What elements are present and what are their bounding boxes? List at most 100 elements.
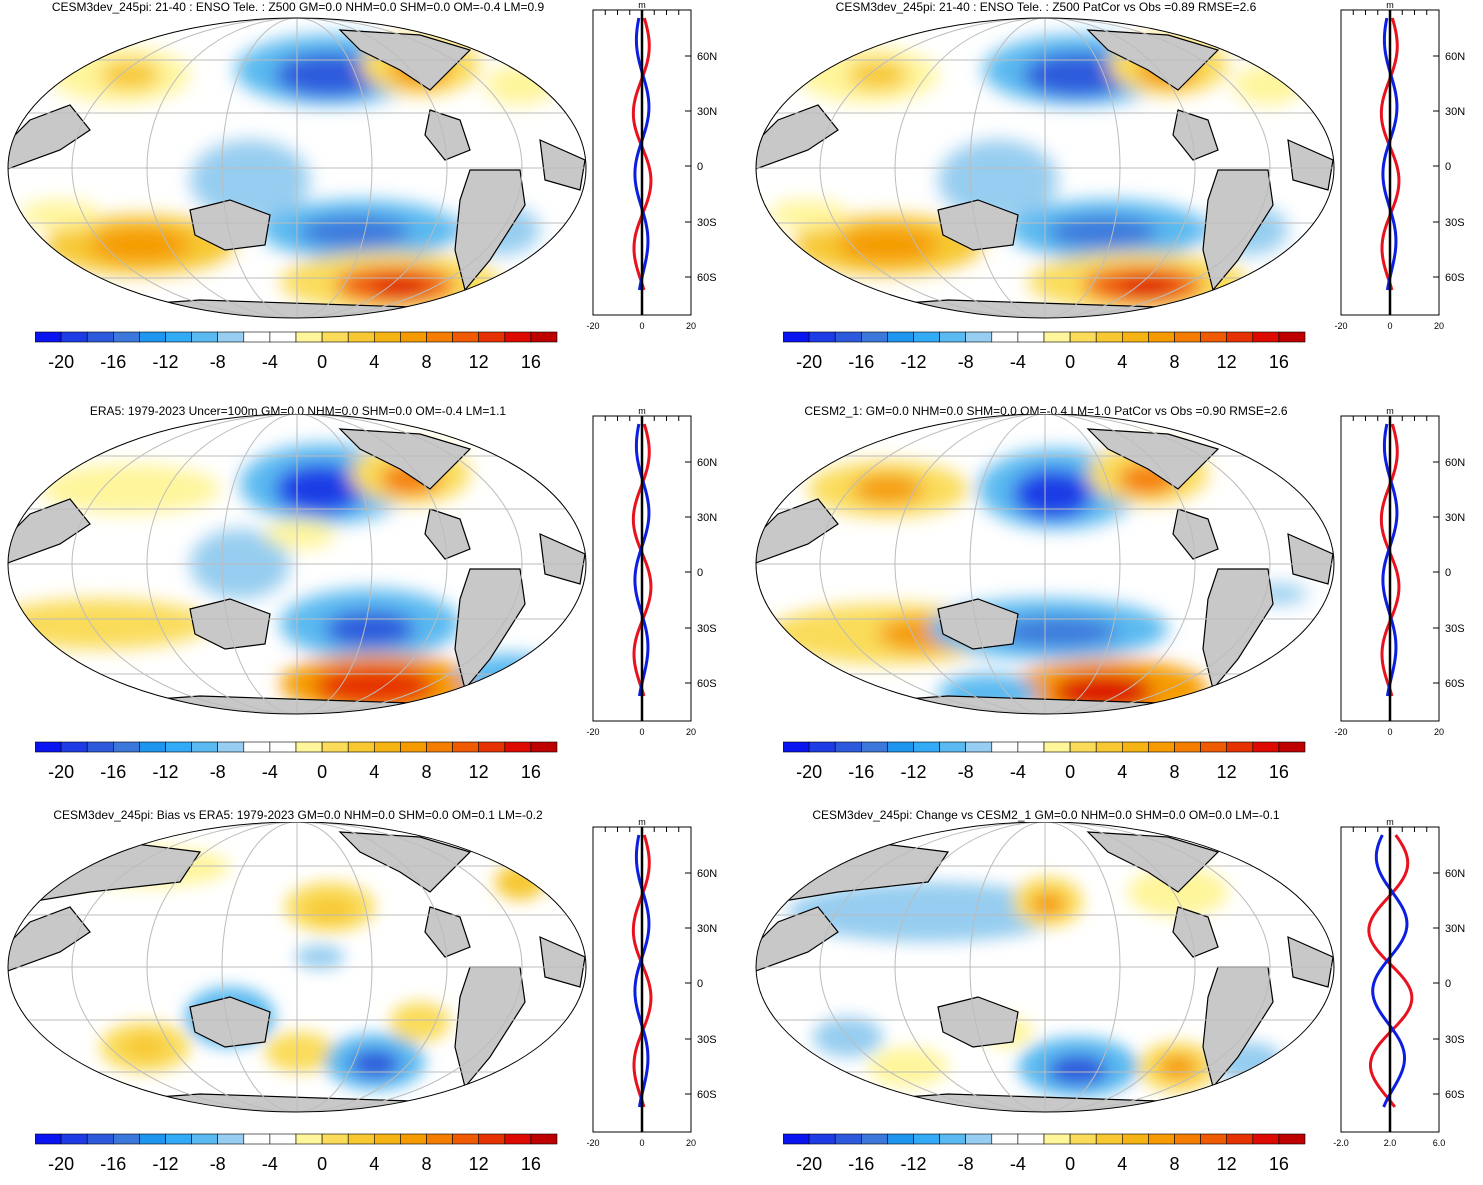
colorbar-swatch: [1148, 331, 1175, 343]
panel-change-vs-cesm2: CESM3dev_245pi: Change vs CESM2_1 GM=0.0…: [748, 792, 1483, 1185]
colorbar: -20-16-12-8-4048121620: [782, 740, 1341, 790]
panel-bias-vs-era5: CESM3dev_245pi: Bias vs ERA5: 1979-2023 …: [0, 792, 741, 1185]
colorbar-swatch: [139, 1133, 166, 1145]
colorbar-tick-label: -20: [796, 1154, 822, 1174]
zonal-x-tick-label: 0: [1387, 321, 1392, 331]
zonal-x-tick-label: 2.0: [1384, 1138, 1397, 1148]
lat-tick-label: 60N: [697, 868, 717, 880]
colorbar-swatch: [782, 1133, 810, 1145]
zonal-profile-red: [1367, 834, 1414, 1108]
lat-tick-label: 30N: [1445, 106, 1465, 118]
colorbar-swatch: [1226, 741, 1254, 753]
colorbar-swatch: [191, 741, 219, 753]
colorbar: -20-16-12-8-4048121620: [34, 330, 593, 380]
lat-tick-label: 0: [1445, 161, 1451, 173]
colorbar-swatch: [295, 331, 323, 343]
zonal-units-label: m: [1386, 817, 1394, 827]
lat-tick-label: 60N: [1445, 457, 1465, 469]
colorbar-tick-label: -4: [1010, 352, 1026, 372]
panel-cesm2: CESM2_1: GM=0.0 NHM=0.0 SHM=0.0 OM=-0.4 …: [748, 396, 1483, 789]
lat-tick-label: 0: [1445, 567, 1451, 579]
colorbar-tick-label: 12: [1217, 762, 1237, 782]
lat-tick-label: 30N: [697, 512, 717, 524]
colorbar-tick-label: 16: [1269, 762, 1289, 782]
colorbar-tick-label: -16: [848, 352, 874, 372]
colorbar-swatch: [478, 331, 506, 343]
lat-tick-label: 60N: [1445, 51, 1465, 63]
colorbar-svg: -20-16-12-8-4048121620: [34, 1133, 593, 1174]
colorbar-tick-label: -20: [48, 352, 74, 372]
colorbar-swatch: [913, 741, 940, 753]
colorbar-swatch: [1200, 1133, 1228, 1145]
colorbar-swatch: [243, 1133, 271, 1145]
colorbar-swatch: [452, 1133, 480, 1145]
zonal-x-tick-label: 0: [639, 1138, 644, 1148]
map-change-vs-cesm2: [755, 822, 1335, 1113]
colorbar-swatch: [887, 331, 914, 343]
colorbar-swatch: [1095, 741, 1123, 753]
colorbar-swatch: [400, 741, 427, 753]
colorbar-tick-label: -16: [848, 762, 874, 782]
zonal-mean-profile: m 60N 30N 0 30S 60S -20 0 20: [1334, 406, 1465, 737]
colorbar-tick-label: -4: [262, 352, 278, 372]
colorbar-tick-label: 16: [521, 352, 541, 372]
colorbar-swatch: [965, 331, 993, 343]
colorbar-svg: -20-16-12-8-4048121620: [782, 741, 1341, 782]
colorbar-swatch: [321, 741, 349, 753]
panel-title: ERA5: 1979-2023 Uncer=100m GM=0.0 NHM=0.…: [89, 404, 507, 418]
colorbar-swatch: [834, 331, 862, 343]
colorbar-tick-label: 0: [1065, 352, 1075, 372]
colorbar-tick-label: 8: [421, 1154, 431, 1174]
colorbar-tick-label: 8: [1169, 762, 1179, 782]
colorbar-swatch: [373, 1133, 401, 1145]
colorbar-swatch: [991, 1133, 1019, 1145]
zonal-x-tick-label: -20: [1334, 321, 1347, 331]
colorbar-swatch: [834, 741, 862, 753]
colorbar-swatch: [887, 1133, 914, 1145]
panel-title: CESM3dev_245pi: 21-40 : ENSO Tele. : Z50…: [51, 0, 545, 14]
zonal-profile-blue: [633, 834, 651, 1108]
colorbar: -20-16-12-8-4048121620: [782, 330, 1341, 380]
zonal-profile-blue: [633, 423, 651, 697]
zonal-x-tick-label: 20: [1434, 321, 1444, 331]
colorbar-tick-label: -8: [210, 762, 226, 782]
colorbar-tick-label: -8: [958, 1154, 974, 1174]
colorbar-swatch: [1174, 1133, 1201, 1145]
zonal-x-tick-label: 20: [1434, 727, 1444, 737]
colorbar-swatch: [269, 331, 297, 343]
colorbar-tick-label: -12: [152, 352, 178, 372]
zonal-x-tick-label: -20: [586, 1138, 599, 1148]
colorbar-swatch: [269, 1133, 297, 1145]
colorbar-swatch: [321, 331, 349, 343]
colorbar-swatch: [373, 741, 401, 753]
zonal-units-label: m: [638, 0, 646, 10]
colorbar-tick-label: -12: [900, 1154, 926, 1174]
colorbar-swatch: [1252, 741, 1280, 753]
lat-tick-label: 30N: [697, 923, 717, 935]
colorbar-tick-label: -4: [262, 1154, 278, 1174]
zonal-x-tick-label: 20: [686, 321, 696, 331]
colorbar-swatch: [1200, 331, 1228, 343]
zonal-x-tick-label: -2.0: [1333, 1138, 1349, 1148]
colorbar-swatch: [1226, 1133, 1254, 1145]
colorbar-swatch: [34, 741, 62, 753]
colorbar-swatch: [165, 331, 192, 343]
colorbar-tick-label: -4: [1010, 1154, 1026, 1174]
lat-tick-label: 0: [1445, 978, 1451, 990]
colorbar-swatch: [373, 331, 401, 343]
colorbar-swatch: [1121, 331, 1149, 343]
colorbar-swatch: [113, 331, 140, 343]
zonal-x-tick-label: 6.0: [1433, 1138, 1446, 1148]
colorbar-tick-label: -20: [796, 762, 822, 782]
colorbar: -20-16-12-8-4048121620: [34, 1132, 593, 1182]
colorbar-tick-label: 12: [1217, 1154, 1237, 1174]
colorbar-tick-label: 4: [369, 762, 379, 782]
colorbar-tick-label: -20: [48, 762, 74, 782]
colorbar-swatch: [321, 1133, 349, 1145]
colorbar-tick-label: 12: [469, 1154, 489, 1174]
colorbar-swatch: [1200, 741, 1228, 753]
colorbar-swatch: [217, 741, 245, 753]
lat-tick-label: 60N: [1445, 868, 1465, 880]
colorbar-swatch: [347, 1133, 375, 1145]
colorbar-tick-label: 4: [1117, 1154, 1127, 1174]
